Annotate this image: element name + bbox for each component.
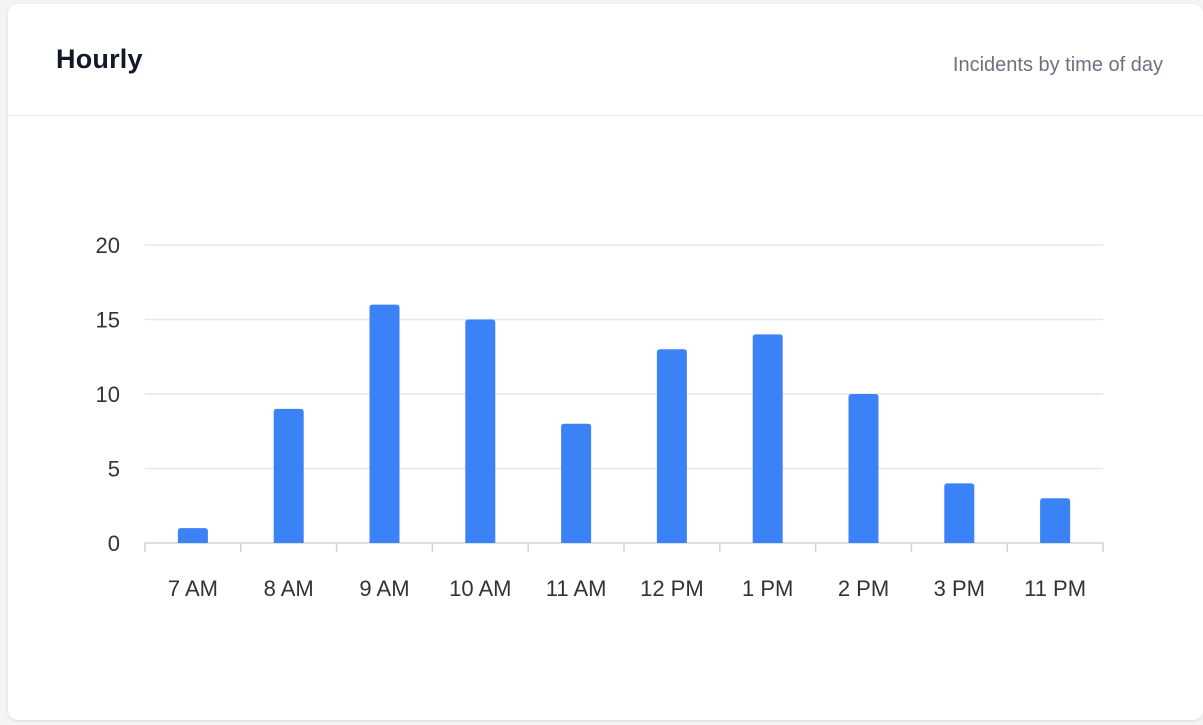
y-tick-label: 15 xyxy=(96,308,120,333)
bar-11-pm xyxy=(1040,498,1071,543)
bar-8-am xyxy=(273,408,304,543)
bar-3-pm xyxy=(944,483,975,543)
y-tick-label: 5 xyxy=(108,457,120,482)
card-subtitle: Incidents by time of day xyxy=(952,54,1163,76)
card-title: Hourly xyxy=(56,44,143,74)
x-tick-label: 12 PM xyxy=(640,576,704,601)
y-tick-label: 20 xyxy=(96,233,120,258)
bar-12-pm xyxy=(656,349,687,543)
bar-1-pm xyxy=(752,334,783,543)
x-tick-label: 9 AM xyxy=(359,576,409,601)
bar-9-am xyxy=(369,304,400,543)
x-tick-label: 10 AM xyxy=(449,576,511,601)
y-tick-label: 10 xyxy=(96,382,120,407)
bar-10-am xyxy=(465,319,496,543)
x-tick-label: 7 AM xyxy=(168,576,218,601)
bar-2-pm xyxy=(848,394,879,543)
x-tick-label: 2 PM xyxy=(838,576,889,601)
bar-7-am xyxy=(177,528,208,543)
y-tick-label: 0 xyxy=(108,531,120,556)
x-tick-label: 1 PM xyxy=(742,576,793,601)
card-header: Hourly Incidents by time of day xyxy=(8,4,1203,116)
hourly-card: Hourly Incidents by time of day xyxy=(8,4,1203,720)
bar-11-am xyxy=(561,423,592,543)
x-tick-label: 11 PM xyxy=(1024,576,1086,601)
x-tick-label: 3 PM xyxy=(934,576,985,601)
x-tick-label: 11 AM xyxy=(546,576,607,601)
x-tick-label: 8 AM xyxy=(264,576,314,601)
